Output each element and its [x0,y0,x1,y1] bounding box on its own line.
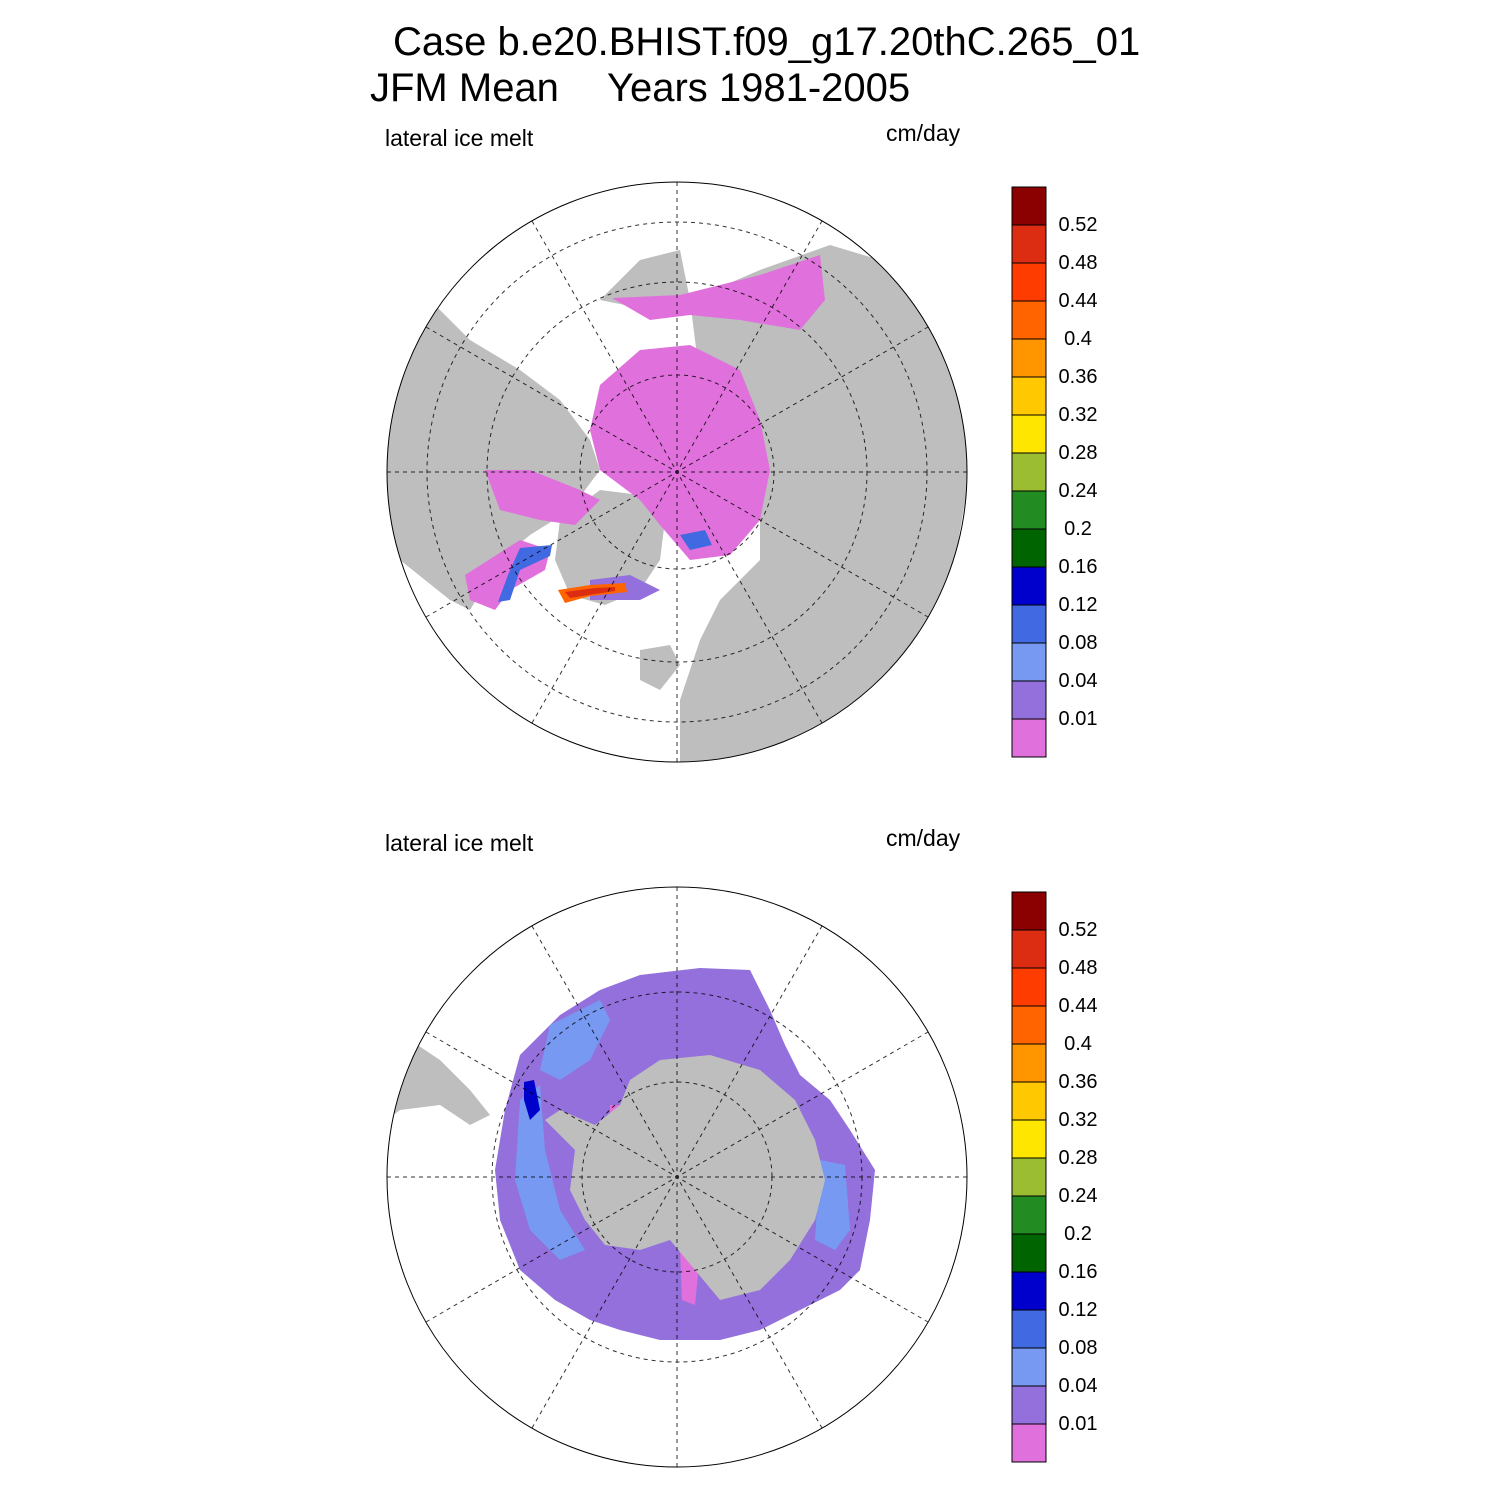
north-america-land [387,300,600,610]
north-colorbar-swatch [1011,642,1047,682]
south-colorbar-tick-label: 0.32 [1058,1109,1098,1131]
north-colorbar-tick-label: 0.44 [1058,290,1098,312]
bering-melt-field [612,255,825,330]
south-colorbar-swatch [1011,1423,1047,1463]
south-colorbar-swatch [1011,1233,1047,1273]
north-colorbar-tick-label: 0.04 [1058,670,1098,692]
north-colorbar-swatch [1011,604,1047,644]
south-colorbar-swatch [1011,1385,1047,1425]
south-colorbar-tick-label: 0.44 [1058,995,1098,1017]
south-colorbar-tick-label: 0.12 [1058,1299,1098,1321]
north-colorbar-tick-label: 0.28 [1058,442,1098,464]
north-colorbar-swatch [1011,376,1047,416]
figure-title-period: JFM Mean Years 1981-2005 [370,68,910,108]
south-colorbar-tick-label: 0.08 [1058,1337,1098,1359]
south-america-land [387,1040,490,1125]
weddell-band [515,1085,585,1260]
south-colorbar-swatch [1011,1005,1047,1045]
north-colorbar-swatch [1011,414,1047,454]
south-colorbar-swatch [1011,1081,1047,1121]
season-label: JFM Mean [370,66,559,110]
south-colorbar-swatch [1011,1271,1047,1311]
south-colorbar-swatch [1011,891,1047,931]
north-colorbar-tick-label: 0.52 [1058,214,1098,236]
north-colorbar-tick-label: 0.4 [1064,328,1092,350]
greenland-land [555,490,665,605]
hudson-bay-melt-field [485,470,600,525]
south-colorbar-tick-label: 0.2 [1064,1223,1092,1245]
south-colorbar-swatch [1011,1119,1047,1159]
iceland-land [640,645,680,690]
peninsula-dark-band [524,1080,540,1120]
north-colorbar-swatch [1011,490,1047,530]
south-variable-label: lateral ice melt [385,830,534,856]
figure-title-case: Case b.e20.BHIST.f09_g17.20thC.265_01 [393,20,1141,64]
north-colorbar-tick-label: 0.01 [1058,708,1098,730]
north-polar-map [386,181,968,763]
north-colorbar-tick-label: 0.08 [1058,632,1098,654]
south-colorbar [1011,891,1047,1463]
south-colorbar-swatch [1011,1347,1047,1387]
south-colorbar-swatch [1011,1157,1047,1197]
north-variable-label: lateral ice melt [385,125,534,151]
north-colorbar-swatch [1011,262,1047,302]
north-colorbar-tick-label: 0.2 [1064,518,1092,540]
arctic-ocean-melt-field [590,345,770,560]
south-colorbar-swatch [1011,967,1047,1007]
north-colorbar-tick-label: 0.32 [1058,404,1098,426]
north-colorbar-swatch [1011,718,1047,758]
south-colorbar-tick-label: 0.52 [1058,919,1098,941]
south-colorbar-tick-label: 0.48 [1058,957,1098,979]
south-colorbar-tick-label: 0.24 [1058,1185,1098,1207]
south-colorbar-tick-label: 0.28 [1058,1147,1098,1169]
south-colorbar-swatch [1011,1043,1047,1083]
north-colorbar-swatch [1011,338,1047,378]
north-colorbar-tick-label: 0.48 [1058,252,1098,274]
north-colorbar-swatch [1011,300,1047,340]
north-colorbar-tick-label: 0.24 [1058,480,1098,502]
irminger-red-edge [565,587,615,598]
north-colorbar-swatch [1011,680,1047,720]
eurasia-land [680,245,967,762]
north-colorbar-tick-label: 0.12 [1058,594,1098,616]
weddell-band-upper [540,1000,610,1080]
south-colorbar-tick-label: 0.16 [1058,1261,1098,1283]
barents-edge-band [680,530,712,550]
north-units-label: cm/day [886,120,961,146]
south-colorbar-swatch [1011,929,1047,969]
years-label: Years 1981-2005 [606,66,911,110]
alaska-land [600,250,690,310]
north-colorbar-tick-label: 0.16 [1058,556,1098,578]
north-colorbar [1011,186,1047,758]
south-colorbar-swatch [1011,1195,1047,1235]
north-colorbar-swatch [1011,528,1047,568]
north-colorbar-swatch [1011,186,1047,226]
south-polar-map [386,886,968,1468]
north-colorbar-swatch [1011,566,1047,606]
south-colorbar-tick-label: 0.36 [1058,1071,1098,1093]
south-units-label: cm/day [886,825,961,851]
south-colorbar-tick-label: 0.01 [1058,1413,1098,1435]
north-colorbar-tick-label: 0.36 [1058,366,1098,388]
labrador-edge-band [498,545,552,602]
south-colorbar-tick-label: 0.4 [1064,1033,1092,1055]
south-colorbar-swatch [1011,1309,1047,1349]
north-colorbar-swatch [1011,452,1047,492]
north-colorbar-swatch [1011,224,1047,264]
south-colorbar-tick-label: 0.04 [1058,1375,1098,1397]
